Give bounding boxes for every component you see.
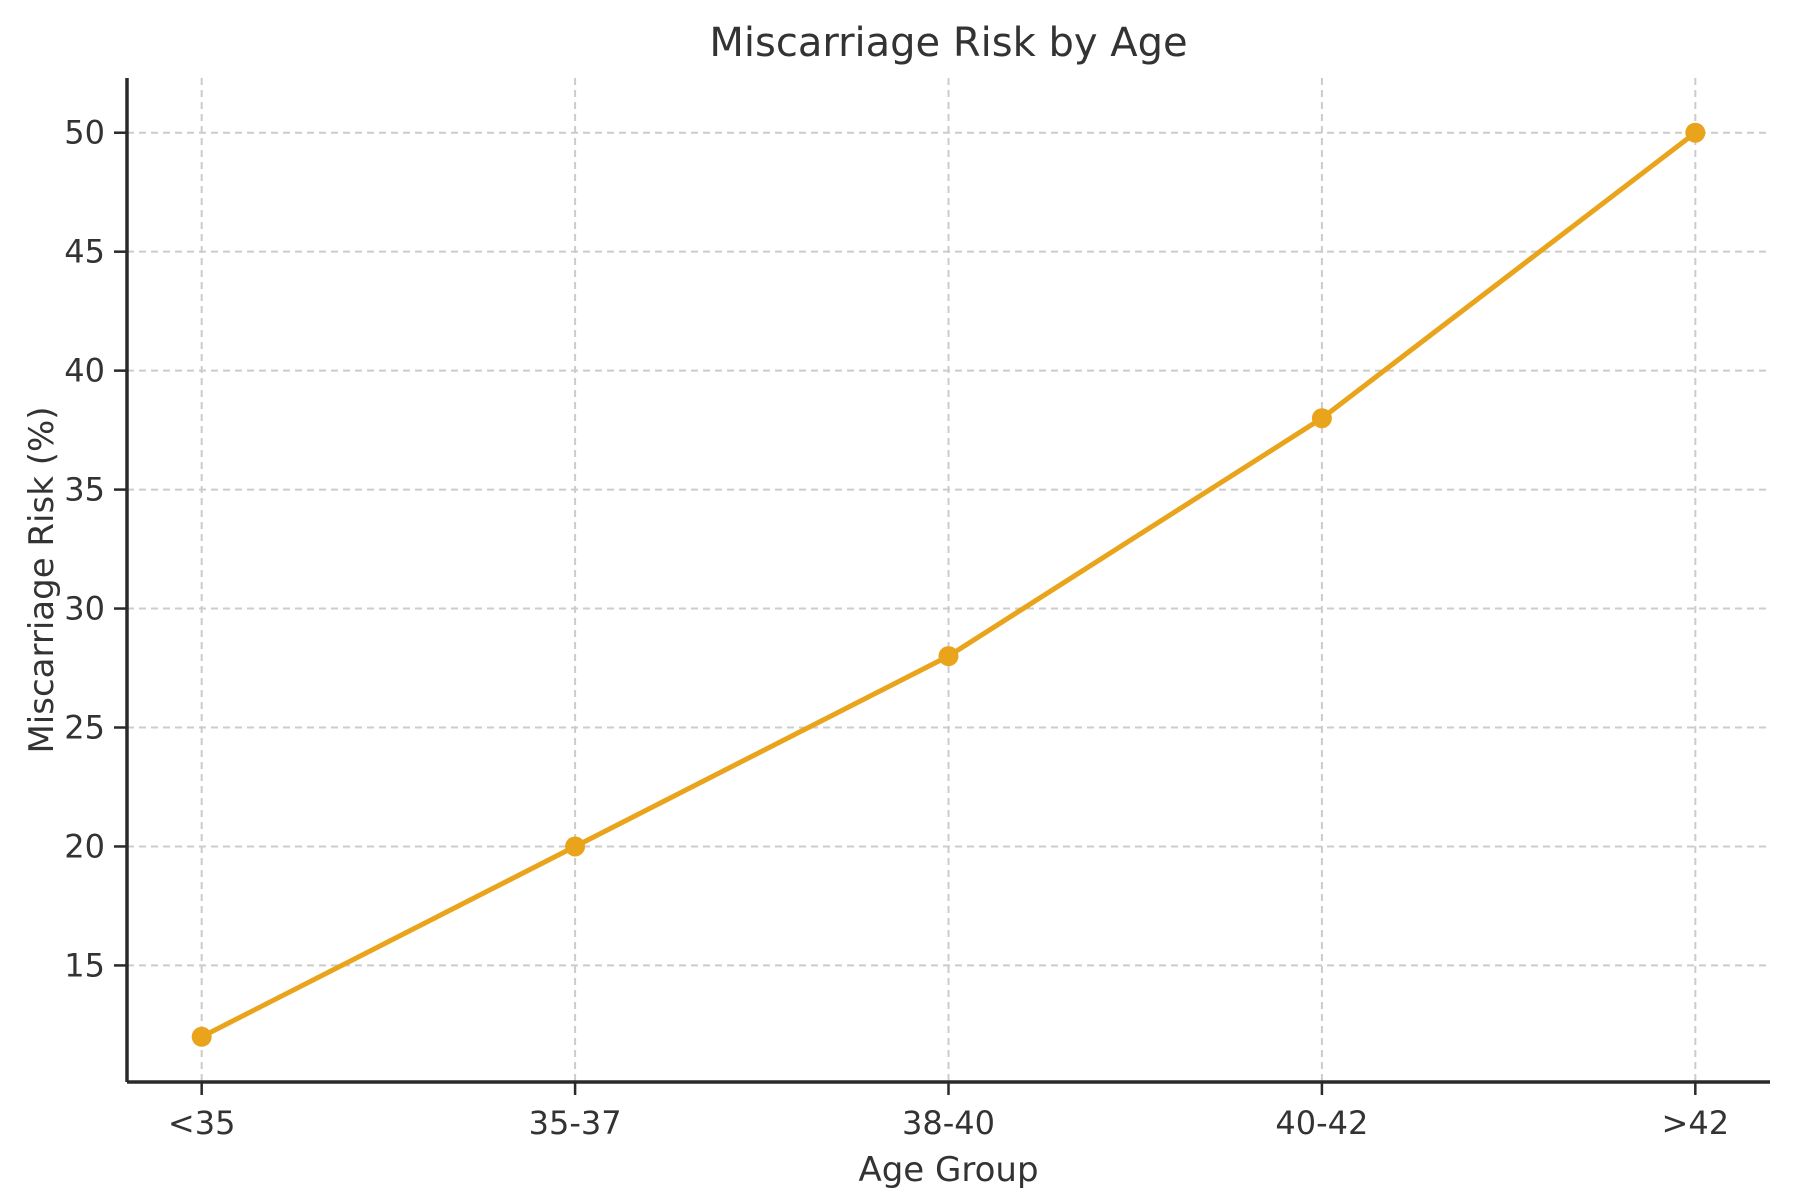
data-point-marker [1311, 408, 1332, 429]
data-point-marker [1685, 122, 1706, 143]
y-tick-label: 50 [64, 114, 105, 152]
y-tick-label: 30 [64, 590, 105, 628]
y-tick-label: 25 [64, 709, 105, 747]
y-tick-label: 15 [64, 946, 105, 984]
y-tick-label: 20 [64, 827, 105, 865]
data-point-marker [938, 646, 959, 667]
data-point-marker [191, 1026, 212, 1047]
chart-title: Miscarriage Risk by Age [709, 20, 1188, 66]
x-tick-label: 38-40 [902, 1104, 995, 1142]
x-tick-label: 40-42 [1275, 1104, 1368, 1142]
y-tick-label: 45 [64, 233, 105, 271]
x-tick-label: >42 [1662, 1104, 1730, 1142]
x-tick-label: <35 [168, 1104, 236, 1142]
y-axis-label: Miscarriage Risk (%) [22, 406, 62, 754]
data-point-marker [565, 836, 586, 857]
y-tick-label: 35 [64, 471, 105, 509]
y-tick-label: 40 [64, 352, 105, 390]
x-tick-label: 35-37 [529, 1104, 622, 1142]
x-axis-label: Age Group [858, 1150, 1039, 1190]
